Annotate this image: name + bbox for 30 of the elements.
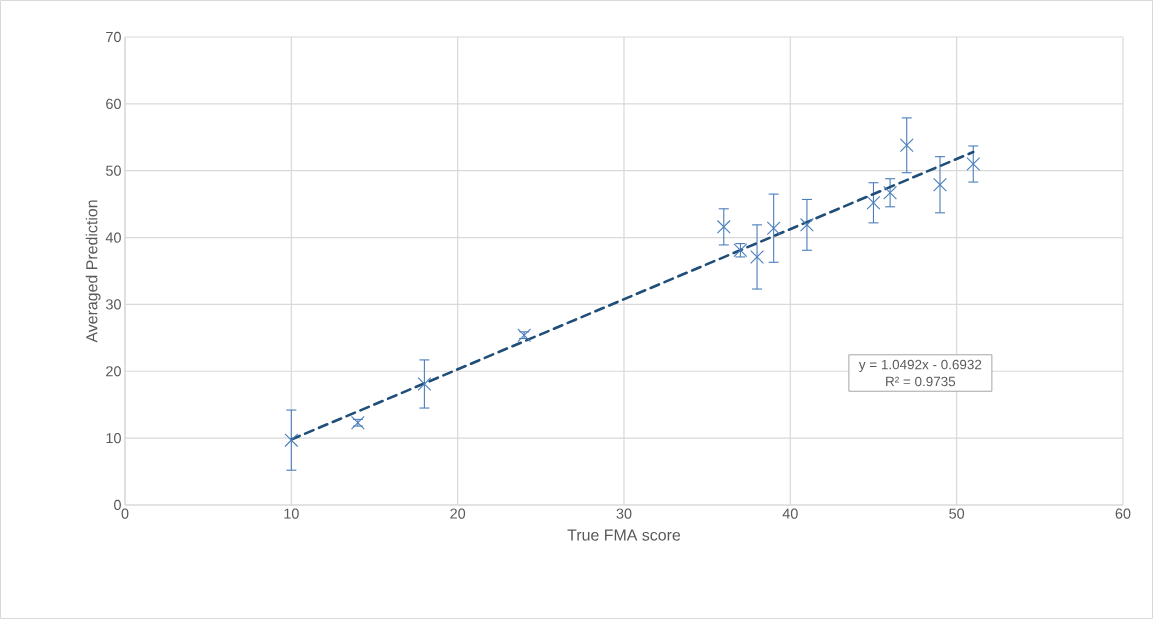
x-axis-title: True FMA score: [567, 529, 681, 541]
y-tick-label: 40: [105, 232, 121, 243]
x-tick-label: 60: [1115, 508, 1131, 519]
y-tick-label: 70: [106, 31, 121, 43]
y-tick-label: 20: [106, 366, 121, 377]
point: [800, 217, 814, 232]
point: [766, 221, 781, 236]
annotation: R² = 0.9735: [886, 376, 956, 387]
x-tick-label: 50: [949, 508, 965, 519]
x-tick-label: 30: [616, 508, 632, 519]
point: [966, 157, 981, 171]
point: [933, 177, 947, 192]
point: [899, 138, 914, 153]
y-axis-title: Averaged Prediction: [85, 200, 101, 343]
x-tick-label: 40: [782, 508, 798, 519]
x-tick-label: 0: [121, 508, 129, 519]
y-tick-label: 50: [106, 165, 121, 176]
x-tick-label: 20: [450, 508, 466, 519]
point: [417, 377, 432, 391]
annotation: y = 1.0492x - 0.6932: [858, 359, 982, 372]
point: [866, 195, 881, 210]
y-tick-label: 30: [105, 299, 121, 310]
point: [883, 185, 898, 200]
point: [716, 219, 731, 234]
y-tick-label: 0: [114, 499, 121, 511]
y-tick-label: 10: [106, 433, 121, 444]
point: [284, 433, 299, 448]
point: [750, 250, 764, 264]
x-tick-label: 10: [284, 508, 299, 519]
y-tick-label: 60: [106, 98, 121, 109]
